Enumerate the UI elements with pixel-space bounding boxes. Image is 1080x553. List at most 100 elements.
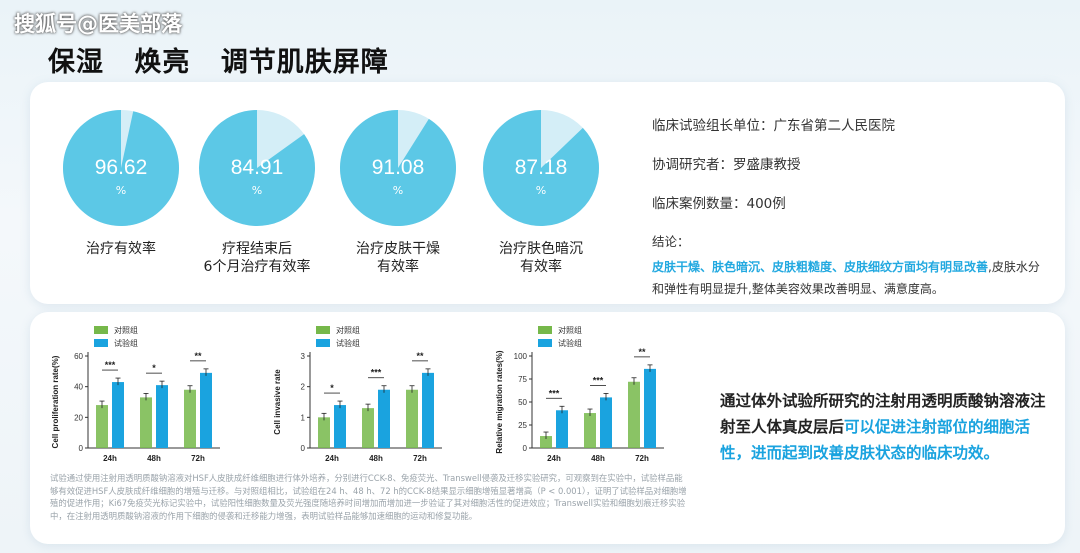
pie-label-3: 治疗皮肤干燥 有效率 [356, 241, 440, 275]
bar-test [600, 397, 612, 448]
legend-test-swatch [94, 339, 108, 347]
bar-control [540, 436, 552, 448]
legend-test-label: 试验组 [114, 338, 138, 348]
pie-unit: % [536, 184, 546, 197]
significance-label: ** [638, 347, 646, 357]
pie-label-2: 疗程结束后 6个月治疗有效率 [203, 241, 311, 275]
summary-part: 通过体外试验所研究的注射用透明质酸钠溶液注射至人体真皮层后 [720, 392, 1046, 436]
y-axis-label: Cell invasive rate [273, 369, 282, 435]
legend-test-label: 试验组 [336, 338, 360, 348]
conclusion-highlight: 皮肤干燥、肤色暗沉、皮肤粗糙度、皮肤细纹方面均有明显改善 [652, 260, 989, 274]
significance-label: * [152, 363, 156, 373]
bar-control [140, 397, 152, 448]
bar-control [318, 417, 330, 448]
y-tick-label: 20 [74, 413, 83, 422]
footnote: 试验通过使用注射用透明质酸钠溶液对HSF人皮肤成纤维细胞进行体外培养，分别进行C… [50, 473, 687, 521]
clinical-results-card: 96.62 % 治疗有效率 84.91 % 疗程结束后 6个月治疗有效率 91.… [30, 82, 1065, 304]
pie-slice-main [63, 110, 179, 226]
bar-test [378, 389, 390, 448]
x-tick-label: 48h [591, 454, 605, 463]
x-tick-label: 72h [635, 454, 649, 463]
significance-label: *** [371, 368, 382, 378]
summary-text: 通过体外试验所研究的注射用透明质酸钠溶液注射至人体真皮层后可以促进注射部位的细胞… [720, 388, 1050, 466]
legend-test-label: 试验组 [558, 338, 582, 348]
legend-control-swatch [538, 326, 552, 334]
pie-chart-3: 91.08 % 治疗皮肤干燥 有效率 [333, 108, 463, 276]
summary-highlight: 可以促进注射部位的细胞活性，进而起到改善皮肤状态的临床功效。 [720, 418, 1031, 462]
x-tick-label: 24h [325, 454, 339, 463]
bar-test [156, 385, 168, 448]
pie-unit: % [252, 184, 262, 197]
bar-test [112, 382, 124, 448]
pie-slice-main [199, 110, 315, 226]
x-tick-label: 48h [147, 454, 161, 463]
legend-control-label: 对照组 [558, 325, 582, 335]
bar-control [362, 408, 374, 448]
trial-coordinator: 协调研究者：罗盛康教授 [652, 157, 801, 173]
bar-test [422, 372, 434, 448]
y-tick-label: 1 [301, 413, 306, 422]
bar-test [556, 410, 568, 448]
bar-control [96, 405, 108, 448]
y-tick-label: 0 [79, 444, 84, 453]
conclusion-text: 皮肤干燥、肤色暗沉、皮肤粗糙度、皮肤细纹方面均有明显改善,皮肤水分和弹性有明显提… [652, 256, 1047, 300]
significance-label: ** [194, 351, 202, 361]
significance-label: * [330, 383, 334, 393]
significance-label: ** [416, 351, 424, 361]
y-axis-label: Relative migration rates(%) [495, 350, 504, 453]
bar-control [184, 389, 196, 448]
conclusion-label: 结论： [652, 234, 690, 249]
legend-control-label: 对照组 [114, 325, 138, 335]
significance-label: *** [549, 388, 560, 398]
pie-value: 87.18 [515, 156, 568, 179]
pie-unit: % [116, 184, 126, 197]
bar-test [334, 405, 346, 448]
y-tick-label: 0 [523, 444, 528, 453]
pie-label-4: 治疗肤色暗沉 有效率 [499, 241, 583, 275]
y-axis-label: Cell proliferation rate(%) [51, 355, 60, 448]
pie-label-1: 治疗有效率 [86, 241, 156, 257]
in-vitro-card: Cell proliferation rate(%) 0 20 40 60 对照组 试验组 *… [30, 312, 1065, 544]
y-tick-label: 0 [301, 444, 306, 453]
legend-control-label: 对照组 [336, 325, 360, 335]
pie-slice-main [483, 110, 599, 226]
bar-test [644, 368, 656, 448]
bar-chart-proliferation: Cell proliferation rate(%) 0 20 40 60 对照组 试验组 *… [48, 322, 253, 476]
pie-graphic-3: 91.08 % [340, 110, 456, 226]
pie-chart-1: 96.62 % 治疗有效率 [56, 108, 186, 258]
pie-value: 96.62 [95, 156, 148, 179]
legend-test-swatch [538, 339, 552, 347]
pie-unit: % [393, 184, 403, 197]
trial-info: 临床试验组长单位：广东省第二人民医院 协调研究者：罗盛康教授 临床案例数量：40… [652, 114, 1047, 300]
y-tick-label: 60 [74, 352, 83, 361]
bar-control [406, 389, 418, 448]
bar-chart-migration: Relative migration rates(%) 0 25 50 75 100 对照组… [492, 322, 697, 476]
bar-control [628, 381, 640, 448]
y-tick-label: 50 [518, 398, 527, 407]
pie-value: 84.91 [231, 156, 284, 179]
bar-chart-invasion: Cell invasive rate 0 1 2 3 对照组试验组 * 24h *** 48h **… [270, 322, 475, 476]
y-tick-label: 75 [518, 375, 527, 384]
watermark: 搜狐号@医美部落 [14, 12, 182, 36]
pie-graphic-1: 96.62 % [63, 110, 179, 226]
legend-control-swatch [316, 326, 330, 334]
x-tick-label: 48h [369, 454, 383, 463]
pie-chart-2: 84.91 % 疗程结束后 6个月治疗有效率 [192, 108, 322, 276]
significance-label: *** [105, 360, 116, 370]
significance-label: *** [593, 375, 604, 385]
conclusion-rest: ,皮肤水分和弹性有明显提升,整体美容效果改善明显、满意度高。 [652, 260, 1040, 296]
legend-control-swatch [94, 326, 108, 334]
x-tick-label: 72h [413, 454, 427, 463]
x-tick-label: 24h [103, 454, 117, 463]
x-tick-label: 24h [547, 454, 561, 463]
bar-control [584, 413, 596, 448]
trial-cases: 临床案例数量：400例 [652, 196, 786, 212]
pie-value: 91.08 [372, 156, 425, 179]
pie-slice-main [340, 110, 456, 226]
y-tick-label: 2 [301, 383, 306, 392]
pie-graphic-2: 84.91 % [199, 110, 315, 226]
y-tick-label: 3 [301, 352, 306, 361]
y-tick-label: 25 [518, 421, 527, 430]
